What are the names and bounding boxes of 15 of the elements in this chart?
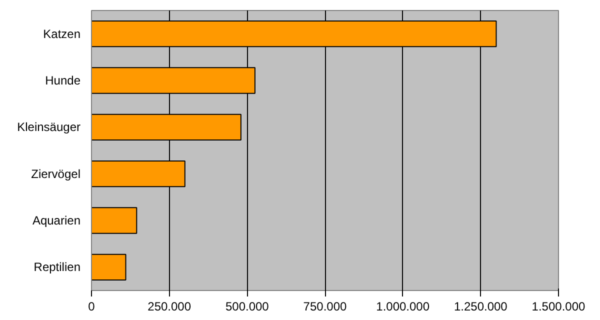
- y-tick-label: Katzen: [43, 26, 80, 41]
- bar: [92, 254, 126, 280]
- x-tick-label: 1.000.000: [376, 300, 430, 314]
- y-tick-label: Ziervögel: [31, 166, 81, 181]
- y-tick-label: Reptilien: [34, 260, 81, 274]
- x-tick-label: 250.000: [148, 300, 192, 314]
- x-tick-label: 500.000: [225, 300, 270, 314]
- bar: [92, 207, 138, 234]
- y-tick-label: Kleinsäuger: [17, 120, 81, 134]
- x-tick-label: 0: [88, 300, 96, 314]
- x-tick-label: 750.000: [303, 300, 348, 314]
- x-tick-label: 1.250.000: [454, 300, 508, 314]
- y-tick-label: Aquarien: [32, 214, 81, 228]
- x-tick-label: 1.500.000: [532, 300, 586, 314]
- y-tick-label: Hunde: [45, 74, 81, 88]
